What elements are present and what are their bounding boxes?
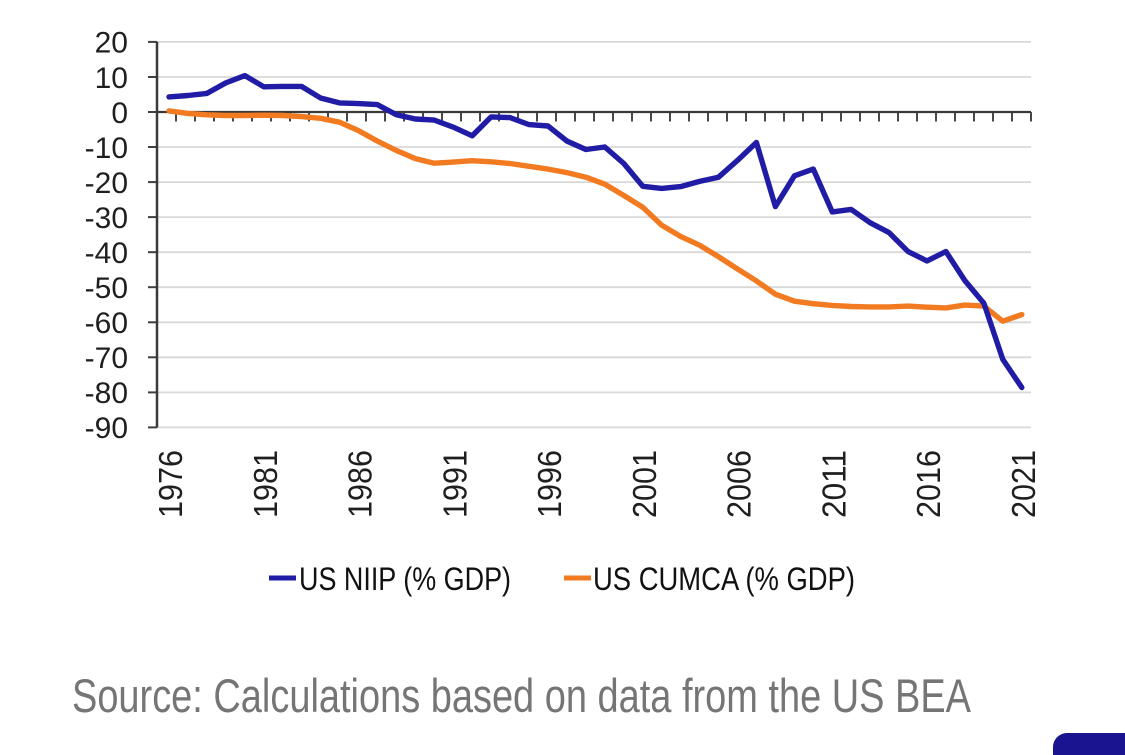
svg-text:10: 10 — [95, 62, 128, 95]
svg-text:-80: -80 — [85, 377, 128, 410]
svg-text:-30: -30 — [85, 202, 128, 235]
svg-text:-20: -20 — [85, 167, 128, 200]
svg-text:-90: -90 — [85, 412, 128, 445]
svg-text:US NIIP (% GDP): US NIIP (% GDP) — [299, 561, 511, 597]
svg-text:-10: -10 — [85, 132, 128, 165]
svg-text:2021: 2021 — [1005, 450, 1042, 518]
svg-text:-40: -40 — [85, 237, 128, 270]
svg-text:0: 0 — [111, 97, 128, 130]
svg-text:1981: 1981 — [247, 450, 284, 518]
svg-text:1996: 1996 — [531, 450, 568, 518]
svg-text:2016: 2016 — [910, 450, 947, 518]
svg-text:1976: 1976 — [152, 450, 189, 518]
svg-text:-50: -50 — [85, 272, 128, 305]
svg-text:-60: -60 — [85, 307, 128, 340]
svg-text:1986: 1986 — [342, 450, 379, 518]
svg-text:2001: 2001 — [626, 450, 663, 518]
svg-text:1991: 1991 — [436, 450, 473, 518]
svg-text:US CUMCA (% GDP): US CUMCA (% GDP) — [593, 561, 855, 597]
svg-text:-70: -70 — [85, 342, 128, 375]
svg-text:20: 20 — [95, 27, 128, 60]
svg-text:2006: 2006 — [721, 450, 758, 518]
svg-text:2011: 2011 — [816, 450, 853, 518]
svg-text:Source: Calculations based on: Source: Calculations based on data from … — [72, 669, 972, 722]
